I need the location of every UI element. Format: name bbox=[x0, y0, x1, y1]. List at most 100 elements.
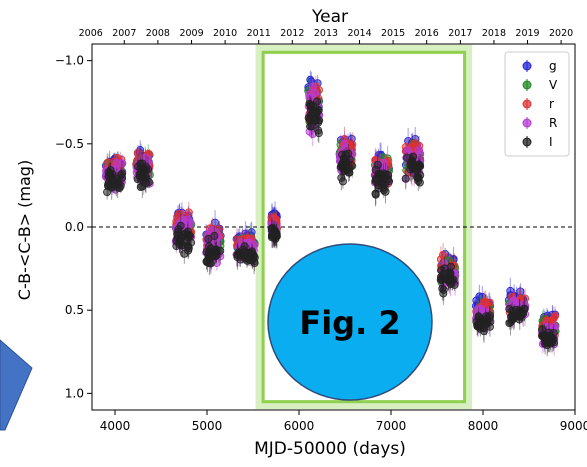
data-point bbox=[117, 171, 126, 180]
data-point bbox=[313, 97, 322, 106]
data-point bbox=[116, 181, 125, 190]
data-point bbox=[205, 259, 214, 268]
data-point bbox=[381, 187, 390, 196]
year-tick-label: 2020 bbox=[549, 28, 573, 39]
data-point bbox=[104, 158, 113, 167]
data-point bbox=[538, 331, 547, 340]
x-tick-label: 9000 bbox=[560, 419, 587, 433]
data-point bbox=[305, 99, 314, 108]
data-point bbox=[509, 315, 518, 324]
x-tick-label: 4000 bbox=[100, 419, 131, 433]
year-tick-label: 2015 bbox=[381, 28, 405, 39]
data-point bbox=[186, 232, 195, 241]
data-point bbox=[401, 174, 410, 183]
y-tick-label: 1.0 bbox=[65, 386, 84, 400]
data-point bbox=[385, 177, 394, 186]
year-tick-label: 2019 bbox=[515, 28, 539, 39]
data-point bbox=[440, 264, 449, 273]
data-point bbox=[311, 108, 320, 117]
data-point bbox=[137, 170, 146, 179]
data-point bbox=[518, 309, 527, 318]
data-point bbox=[314, 129, 323, 138]
data-point bbox=[118, 159, 127, 168]
x-tick-label: 5000 bbox=[192, 419, 223, 433]
data-point bbox=[338, 177, 347, 186]
data-point bbox=[338, 159, 347, 168]
data-point bbox=[240, 242, 249, 251]
data-point bbox=[176, 221, 185, 230]
year-tick-label: 2011 bbox=[247, 28, 271, 39]
fig2-annotation: Fig. 2 bbox=[267, 243, 433, 401]
data-point bbox=[482, 320, 491, 329]
data-point bbox=[104, 182, 113, 191]
year-tick-label: 2017 bbox=[448, 28, 472, 39]
data-point bbox=[145, 178, 154, 187]
data-point bbox=[413, 174, 422, 183]
data-point bbox=[372, 175, 381, 184]
y-tick-label: 0.5 bbox=[65, 303, 84, 317]
year-tick-label: 2014 bbox=[347, 28, 371, 39]
legend-marker bbox=[522, 80, 532, 90]
data-point bbox=[449, 275, 458, 284]
year-tick-label: 2018 bbox=[482, 28, 506, 39]
data-point bbox=[314, 118, 323, 127]
data-point bbox=[373, 160, 382, 169]
year-tick-label: 2006 bbox=[79, 28, 103, 39]
x-tick-label: 8000 bbox=[468, 419, 499, 433]
year-tick-label: 2008 bbox=[146, 28, 170, 39]
legend-marker bbox=[522, 61, 532, 71]
data-point bbox=[344, 149, 353, 158]
data-point bbox=[305, 90, 314, 99]
data-point bbox=[206, 244, 215, 253]
y-tick-label: 0.0 bbox=[65, 220, 84, 234]
data-point bbox=[272, 232, 281, 241]
legend-label: r bbox=[549, 97, 554, 111]
data-point bbox=[249, 251, 258, 260]
data-point bbox=[545, 333, 554, 342]
data-point bbox=[233, 253, 242, 262]
year-tick-label: 2013 bbox=[314, 28, 338, 39]
data-point bbox=[344, 168, 353, 177]
data-point bbox=[308, 82, 317, 91]
legend-label: g bbox=[549, 59, 557, 73]
year-tick-label: 2009 bbox=[179, 28, 203, 39]
data-point bbox=[178, 241, 187, 250]
annotation-label: Fig. 2 bbox=[299, 304, 400, 342]
data-point bbox=[304, 114, 313, 123]
legend-label: V bbox=[549, 78, 558, 92]
y-tick-label: −1.0 bbox=[55, 54, 84, 68]
data-point bbox=[243, 256, 252, 265]
year-tick-label: 2007 bbox=[112, 28, 136, 39]
data-point bbox=[340, 139, 349, 148]
legend-marker bbox=[522, 137, 532, 147]
x-tick-label: 7000 bbox=[376, 419, 407, 433]
legend-label: I bbox=[549, 135, 553, 149]
year-tick-label: 2010 bbox=[213, 28, 237, 39]
x-tick-label: 6000 bbox=[284, 419, 315, 433]
data-point bbox=[381, 170, 390, 179]
data-point bbox=[550, 322, 559, 331]
year-tick-label: 2012 bbox=[280, 28, 304, 39]
data-point bbox=[184, 246, 193, 255]
legend-box bbox=[504, 51, 570, 157]
data-point bbox=[482, 312, 491, 321]
data-point bbox=[549, 313, 558, 322]
legend-label: R bbox=[549, 116, 557, 130]
data-point bbox=[408, 156, 417, 165]
year-tick-label: 2016 bbox=[415, 28, 439, 39]
data-point bbox=[307, 122, 316, 131]
data-point bbox=[108, 176, 117, 185]
data-point bbox=[439, 285, 448, 294]
legend-marker bbox=[522, 118, 532, 128]
x-axis-label: MJD-50000 (days) bbox=[254, 439, 406, 459]
data-point bbox=[439, 250, 448, 259]
data-point bbox=[173, 234, 182, 243]
top-axis-label: Year bbox=[311, 7, 348, 27]
data-point bbox=[184, 215, 193, 224]
y-axis-label: C-B-<C-B> (mag) bbox=[15, 160, 34, 300]
legend-marker bbox=[522, 99, 532, 109]
data-point bbox=[210, 231, 219, 240]
y-tick-label: −0.5 bbox=[55, 137, 84, 151]
